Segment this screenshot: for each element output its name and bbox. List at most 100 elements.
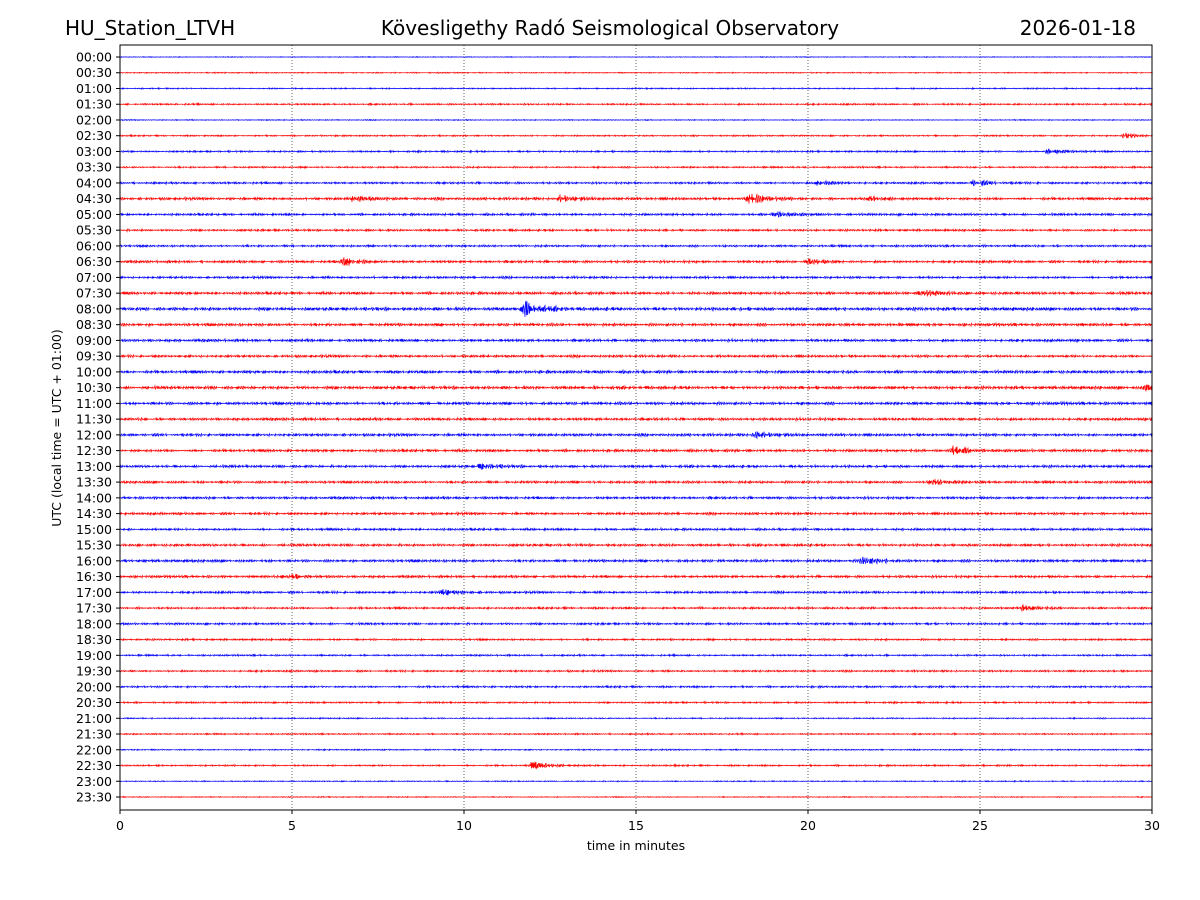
y-tick-label: 14:00 [76,490,112,505]
y-tick-label: 08:30 [76,317,112,332]
y-tick-label: 05:30 [76,223,112,238]
y-tick-label: 12:30 [76,443,112,458]
y-tick-label: 09:30 [76,349,112,364]
trace-0700 [119,274,1153,281]
y-tick-label: 02:00 [76,112,112,127]
y-tick-label: 03:30 [76,160,112,175]
trace-0830 [119,321,1153,328]
trace-0800 [119,300,1153,317]
y-tick-label: 13:00 [76,459,112,474]
trace-0230 [119,132,1153,139]
trace-1130 [119,416,1153,423]
trace-0630 [119,257,1153,267]
trace-0730 [119,289,1153,298]
trace-1630 [119,573,1153,580]
x-tick-label: 20 [800,818,816,833]
trace-0430 [119,193,1153,204]
x-tick-label: 10 [456,818,472,833]
y-tick-label: 12:00 [76,427,112,442]
y-tick-label: 07:00 [76,270,112,285]
x-tick-label: 25 [972,818,988,833]
y-tick-label: 23:30 [76,790,112,805]
trace-0500 [119,210,1153,218]
y-tick-label: 01:00 [76,81,112,96]
y-tick-label: 05:00 [76,207,112,222]
y-tick-label: 22:00 [76,742,112,757]
trace-0300 [119,148,1153,155]
trace-1700 [119,588,1153,596]
trace-0130 [119,101,1153,107]
trace-1730 [119,604,1153,612]
trace-1000 [119,368,1153,375]
trace-0330 [119,164,1153,170]
x-axis-label: time in minutes [587,838,685,853]
y-tick-label: 03:00 [76,144,112,159]
y-tick-label: 10:00 [76,364,112,379]
trace-2200 [119,748,1153,752]
trace-1300 [119,463,1153,471]
trace-1600 [119,556,1153,565]
y-tick-label: 07:30 [76,286,112,301]
trace-1400 [119,494,1153,501]
trace-2300 [119,779,1153,783]
y-tick-label: 04:30 [76,191,112,206]
y-tick-label: 02:30 [76,128,112,143]
y-tick-label: 22:30 [76,758,112,773]
y-tick-label: 06:30 [76,254,112,269]
chart-title: Kövesligethy Radó Seismological Observat… [380,16,840,40]
chart-date: 2026-01-18 [1019,16,1136,40]
trace-1930 [119,668,1153,674]
trace-0100 [119,86,1153,91]
trace-0000 [119,55,1153,59]
x-tick-label: 15 [628,818,644,833]
trace-2030 [119,700,1153,705]
trace-2000 [119,684,1153,690]
trace-1330 [119,478,1153,486]
y-tick-label: 06:00 [76,238,112,253]
trace-1030 [119,384,1153,392]
y-tick-label: 00:00 [76,50,112,65]
trace-0530 [119,227,1153,233]
y-tick-label: 17:30 [76,601,112,616]
x-tick-label: 0 [116,818,124,833]
trace-1230 [120,445,1153,455]
y-tick-label: 09:00 [76,333,112,348]
y-tick-label: 04:00 [76,175,112,190]
y-tick-label: 01:30 [76,97,112,112]
trace-2130 [119,731,1153,736]
station-name: HU_Station_LTVH [65,16,236,40]
y-tick-label: 19:30 [76,664,112,679]
y-tick-label: 19:00 [76,648,112,663]
y-tick-label: 18:00 [76,616,112,631]
y-tick-label: 15:30 [76,538,112,553]
trace-0200 [119,118,1153,122]
trace-0600 [119,243,1153,249]
trace-0400 [119,179,1153,187]
trace-1830 [119,637,1153,643]
y-tick-label: 21:30 [76,727,112,742]
trace-2100 [119,716,1153,721]
y-tick-label: 11:30 [76,412,112,427]
trace-1530 [119,542,1153,548]
y-tick-label: 00:30 [76,65,112,80]
y-tick-label: 08:00 [76,301,112,316]
trace-1200 [119,431,1153,440]
trace-0930 [119,353,1153,360]
trace-1800 [119,621,1153,627]
trace-1100 [119,400,1153,407]
trace-0900 [119,337,1153,344]
y-tick-label: 20:00 [76,679,112,694]
y-tick-label: 16:30 [76,569,112,584]
y-tick-label: 23:00 [76,774,112,789]
trace-1900 [119,652,1153,658]
y-tick-label: 16:00 [76,553,112,568]
y-tick-label: 17:00 [76,585,112,600]
x-tick-label: 5 [288,818,296,833]
y-tick-label: 14:30 [76,506,112,521]
y-tick-label: 15:00 [76,522,112,537]
y-tick-label: 10:30 [76,380,112,395]
y-tick-label: 20:30 [76,695,112,710]
y-axis-label: UTC (local time = UTC + 01:00) [49,329,64,527]
trace-1500 [119,526,1153,533]
